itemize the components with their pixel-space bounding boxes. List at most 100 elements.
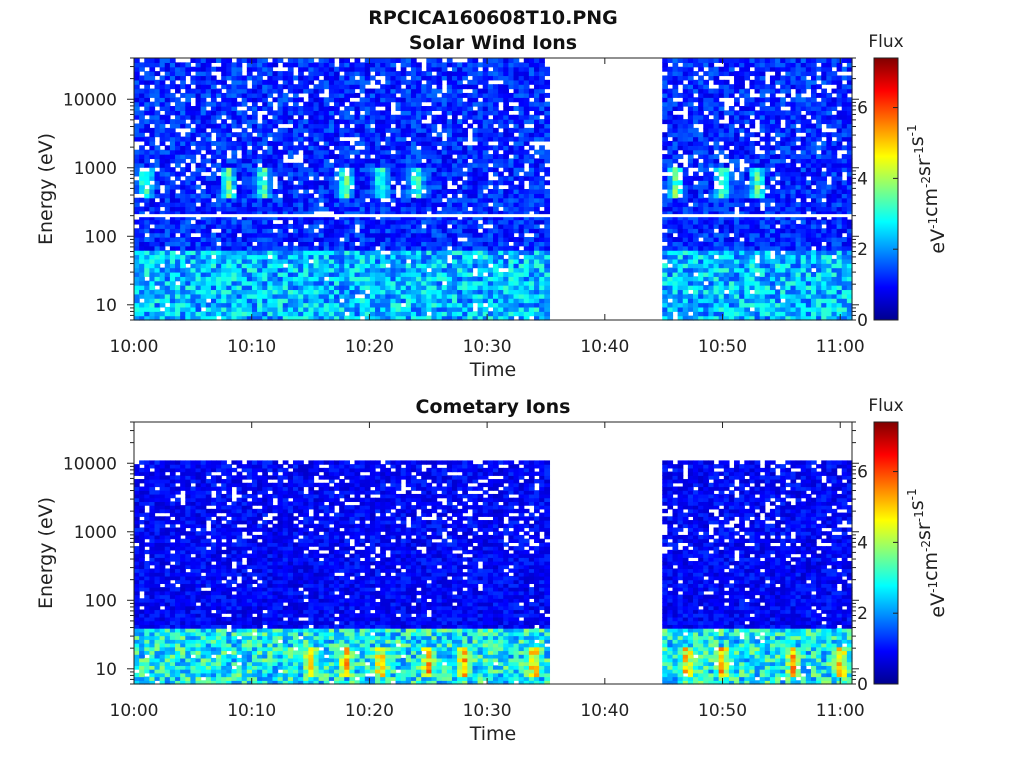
heatmap-cell [318, 232, 325, 238]
heatmap-cell [262, 167, 268, 173]
heatmap-cell [246, 293, 253, 299]
heatmap-cell [354, 158, 361, 164]
heatmap-cell [687, 180, 694, 186]
heatmap-cell [446, 241, 453, 247]
heatmap-cell [303, 101, 309, 107]
heatmap-cell [416, 127, 422, 133]
heatmap-cell [364, 88, 371, 94]
heatmap-cell [369, 241, 376, 247]
heatmap-cell [539, 232, 545, 238]
heatmap-cell [539, 202, 545, 208]
heatmap-cell [195, 149, 202, 155]
heatmap-cell [523, 223, 530, 229]
heatmap-cell [359, 245, 366, 251]
heatmap-cell [498, 298, 504, 304]
heatmap-cell [477, 263, 484, 269]
heatmap-cell [180, 140, 186, 146]
heatmap-cell [313, 315, 320, 321]
heatmap-cell [518, 88, 525, 94]
heatmap-cell [441, 158, 448, 164]
heatmap-cell [210, 114, 217, 120]
heatmap-cell [421, 276, 427, 282]
heatmap-cell [539, 75, 545, 81]
heatmap-cell [323, 101, 330, 107]
heatmap-cell [380, 237, 386, 242]
heatmap-cell [334, 154, 340, 160]
heatmap-cell [292, 75, 299, 81]
heatmap-cell [518, 289, 525, 295]
heatmap-cell [446, 228, 453, 234]
heatmap-cell [313, 189, 320, 194]
heatmap-cell [534, 189, 540, 194]
heatmap-cell [698, 167, 704, 173]
heatmap-cell [292, 302, 299, 308]
heatmap-cell [287, 119, 294, 125]
heatmap-cell [226, 285, 233, 291]
heatmap-cell [477, 315, 484, 321]
heatmap-cell [144, 219, 150, 225]
heatmap-cell [359, 123, 366, 129]
heatmap-cell [308, 184, 315, 190]
heatmap-cell [416, 84, 422, 90]
heatmap-cell [446, 267, 453, 273]
heatmap-cell [718, 79, 725, 85]
heatmap-cell [318, 298, 325, 304]
heatmap-cell [436, 114, 443, 120]
heatmap-cell [349, 250, 356, 256]
heatmap-cell [272, 189, 279, 194]
heatmap-cell [369, 136, 376, 142]
heatmap-cell [339, 66, 345, 72]
heatmap-cell [395, 58, 402, 63]
heatmap-cell [169, 193, 176, 199]
heatmap-cell [267, 271, 274, 277]
heatmap-cell [687, 280, 694, 286]
heatmap-cell [292, 306, 299, 312]
heatmap-cell [472, 193, 479, 199]
heatmap-cell [226, 84, 233, 90]
heatmap-cell [708, 276, 715, 282]
heatmap-cell [169, 223, 176, 229]
heatmap-cell [221, 101, 227, 107]
heatmap-cell [323, 171, 330, 177]
heatmap-cell [246, 58, 253, 63]
heatmap-cell [236, 223, 243, 229]
heatmap-cell [723, 254, 730, 260]
heatmap-cell [518, 110, 525, 116]
heatmap-cell [523, 92, 530, 98]
heatmap-cell [400, 119, 407, 125]
heatmap-cell [246, 149, 253, 155]
heatmap-cell [323, 298, 330, 304]
heatmap-cell [682, 119, 689, 125]
heatmap-cell [385, 110, 392, 116]
heatmap-cell [534, 136, 540, 142]
heatmap-cell [380, 114, 386, 120]
heatmap-cell [703, 162, 709, 168]
heatmap-cell [708, 215, 715, 221]
heatmap-cell [395, 289, 402, 295]
heatmap-cell [718, 180, 725, 186]
heatmap-cell [241, 232, 248, 238]
heatmap-cell [298, 241, 304, 247]
heatmap-cell [441, 71, 448, 77]
heatmap-cell [467, 114, 474, 120]
heatmap-cell [518, 79, 525, 85]
heatmap-cell [682, 241, 689, 247]
heatmap-cell [375, 145, 381, 151]
heatmap-cell [164, 132, 171, 138]
heatmap-cell [354, 197, 361, 203]
heatmap-cell [708, 228, 715, 234]
heatmap-cell [395, 254, 402, 260]
heatmap-cell [687, 140, 694, 146]
heatmap-cell [703, 215, 709, 221]
heatmap-cell [282, 92, 289, 98]
heatmap-cell [318, 184, 325, 190]
heatmap-cell [662, 106, 668, 111]
heatmap-cell [226, 127, 233, 133]
heatmap-cell [677, 206, 684, 212]
heatmap-cell [185, 293, 192, 299]
heatmap-cell [390, 162, 397, 168]
heatmap-cell [677, 298, 684, 304]
heatmap-cell [518, 315, 525, 321]
heatmap-cell [380, 88, 386, 94]
heatmap-cell [395, 280, 402, 286]
